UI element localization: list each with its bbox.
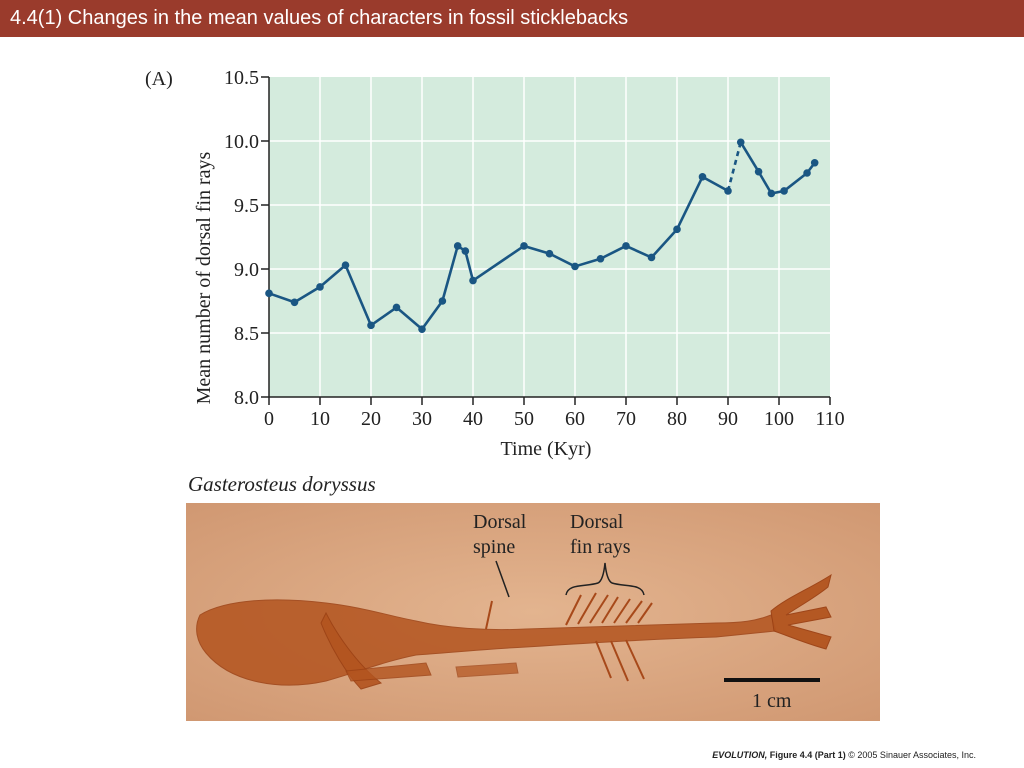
x-tick-label: 80: [667, 408, 687, 430]
series-line-segment: [675, 176, 704, 230]
data-point: [596, 254, 605, 263]
slide-title: 4.4(1) Changes in the mean values of cha…: [10, 7, 629, 29]
fin-rays-brace: [565, 562, 645, 596]
data-point: [571, 262, 579, 271]
title-bar: 4.4(1) Changes in the mean values of cha…: [0, 0, 1024, 37]
x-tick-label: 20: [361, 408, 381, 430]
data-point: [316, 283, 324, 291]
series-line-segment: [319, 264, 347, 288]
series-line-segment: [370, 306, 398, 327]
data-point: [736, 138, 745, 147]
data-point: [622, 242, 630, 250]
scale-bar: [724, 678, 820, 682]
data-point: [780, 187, 788, 195]
y-tick-label: 8.5: [234, 323, 259, 345]
species-label: Gasterosteus doryssus: [188, 472, 376, 496]
panel-label: (A): [145, 68, 173, 90]
y-tick-label: 9.0: [234, 259, 259, 281]
x-tick-label: 50: [514, 408, 534, 430]
dorsal-spine-pointer: [495, 560, 510, 598]
series-line-segment: [783, 171, 808, 192]
data-point: [810, 158, 819, 167]
data-point: [545, 249, 554, 258]
data-point: [754, 167, 763, 176]
x-tick-label: 0: [264, 408, 274, 430]
x-tick-label: 110: [815, 408, 844, 430]
x-axis-label: Time (Kyr): [501, 438, 592, 460]
fish-skeleton: [196, 573, 832, 690]
series-line-segment: [441, 245, 459, 302]
x-tick-label: 40: [463, 408, 483, 430]
series-line-segment: [395, 306, 423, 331]
data-point: [265, 289, 273, 298]
series-line-segment: [420, 300, 444, 330]
series-line-segment: [757, 171, 773, 195]
data-point: [767, 189, 776, 198]
data-point: [673, 225, 681, 234]
data-point: [803, 169, 811, 177]
data-point: [698, 173, 707, 181]
data-point: [461, 247, 470, 255]
x-tick-label: 30: [412, 408, 432, 430]
fin-ray-lines: [485, 592, 653, 682]
dorsal-spine-label-line2: spine: [473, 536, 515, 558]
credit-figure: Figure 4.4 (Part 1): [767, 750, 846, 760]
y-tick-label: 10.0: [224, 131, 259, 153]
data-point: [290, 298, 299, 307]
series-line-segment: [293, 285, 321, 304]
credit-copyright: © 2005 Sinauer Associates, Inc.: [845, 750, 976, 760]
data-point: [724, 187, 732, 195]
series-line-segment: [523, 244, 550, 255]
y-tick-label: 10.5: [224, 67, 259, 89]
plot-area: [269, 77, 830, 397]
data-point: [341, 261, 350, 269]
series-line-segment: [599, 244, 627, 260]
data-point: [647, 253, 656, 262]
y-tick-label: 8.0: [234, 387, 259, 409]
data-point: [469, 276, 477, 285]
series-line-segment: [472, 244, 525, 282]
x-tick-label: 10: [310, 408, 330, 430]
x-tick-label: 70: [616, 408, 636, 430]
data-point: [367, 321, 375, 330]
series-line-segment: [701, 175, 729, 193]
y-tick-label: 9.5: [234, 195, 259, 217]
series-line-segment: [650, 228, 678, 259]
credit-book: EVOLUTION,: [712, 750, 768, 760]
line-chart: (A) Mean number of dorsal fin rays Time …: [145, 67, 845, 460]
x-tick-label: 90: [718, 408, 738, 430]
series-line-segment: [344, 264, 373, 326]
dorsal-spine-label-line1: Dorsal: [473, 511, 527, 533]
series-line-segment: [548, 252, 576, 268]
x-tick-label: 100: [764, 408, 794, 430]
series-line-segment: [464, 250, 475, 281]
fossil-photo: Dorsal spine Dorsal fin rays 1 cm: [186, 503, 880, 721]
series-line-segment: [268, 292, 295, 304]
data-point: [438, 297, 447, 305]
dorsal-fin-rays-label-line2: fin rays: [570, 536, 631, 558]
data-point: [392, 303, 401, 312]
x-tick-label: 60: [565, 408, 585, 430]
scale-bar-label: 1 cm: [752, 690, 792, 712]
series-line-segment: [739, 141, 760, 173]
series-line-segment: [625, 244, 653, 259]
series-line-segment: [574, 257, 601, 268]
data-point: [453, 242, 462, 250]
dorsal-fin-rays-label-line1: Dorsal: [570, 511, 624, 533]
y-axis-label: Mean number of dorsal fin rays: [193, 151, 215, 404]
data-point: [520, 242, 528, 250]
data-point: [418, 325, 426, 333]
figure-credit: EVOLUTION, Figure 4.4 (Part 1) © 2005 Si…: [712, 750, 976, 760]
